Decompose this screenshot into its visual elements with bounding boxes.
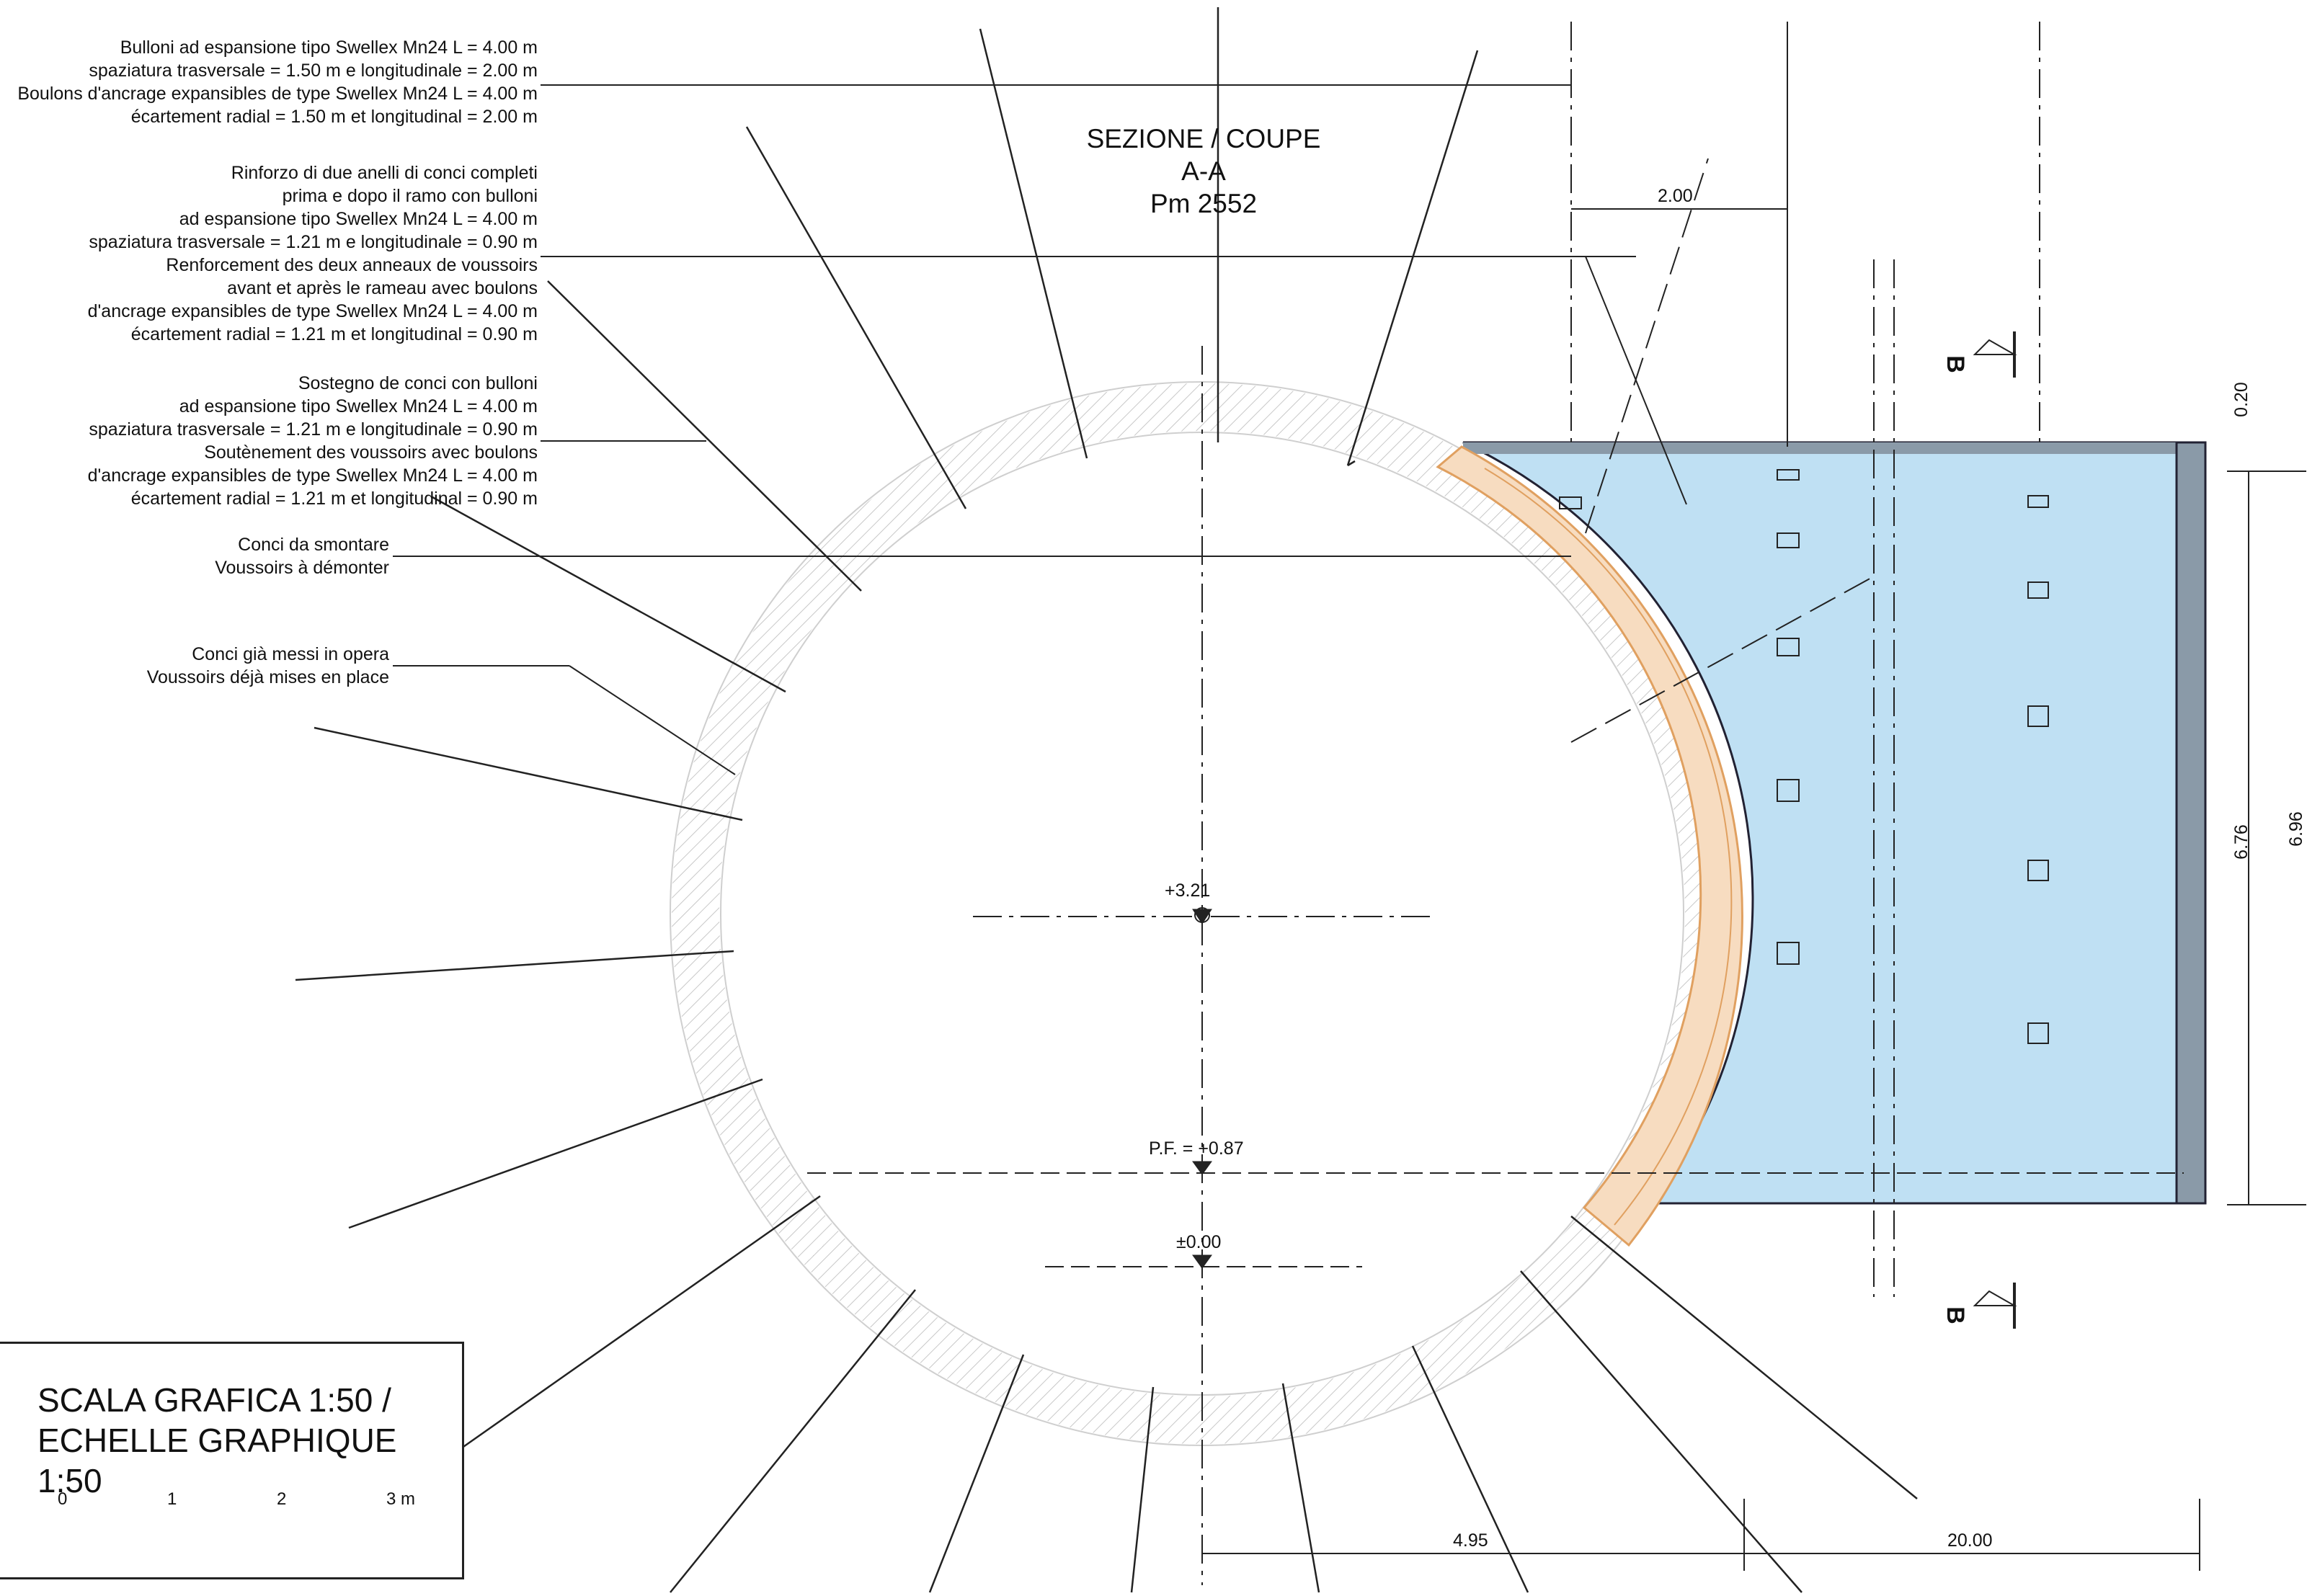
- note-line: Conci da smontare: [238, 535, 389, 555]
- dim-length: 20.00: [1947, 1530, 1993, 1551]
- section-marker-bottom: B: [1941, 1306, 1969, 1324]
- note-line: Voussoirs déjà mises en place: [146, 667, 389, 687]
- section-marker-lines: [1973, 331, 2017, 1329]
- note-line: spaziatura trasversale = 1.50 m e longit…: [89, 61, 538, 81]
- note-line: ad espansione tipo Swellex Mn24 L = 4.00…: [179, 396, 538, 416]
- title-line-1: SEZIONE / COUPE: [1086, 124, 1321, 153]
- note-dismantle: Conci da smontare Voussoirs à démonter: [0, 533, 389, 579]
- dimension-lines: [1202, 22, 2306, 1571]
- note-line: d'ancrage expansibles de type Swellex Mn…: [87, 465, 538, 486]
- scale-tick-0: 0: [58, 1489, 68, 1509]
- platform-level-label: P.F. = +0.87: [1149, 1138, 1244, 1159]
- note-line: écartement radial = 1.50 m et longitudin…: [130, 107, 538, 127]
- dismantle-voussoirs: [1436, 445, 1743, 1247]
- centre-lines: [807, 22, 2184, 1585]
- dim-radius-offset: 4.95: [1453, 1530, 1488, 1551]
- note-line: ad espansione tipo Swellex Mn24 L = 4.00…: [179, 209, 538, 229]
- scale-title-line-1: SCALA GRAFICA 1:50 /: [37, 1381, 391, 1419]
- title-line-3: Pm 2552: [1150, 189, 1258, 218]
- note-line: Renforcement des deux anneaux de voussoi…: [166, 255, 538, 275]
- note-line: Rinforzo di due anelli di conci completi: [231, 163, 538, 183]
- note-line: prima e dopo il ramo con bulloni: [282, 186, 538, 206]
- note-line: spaziatura trasversale = 1.21 m e longit…: [89, 419, 538, 440]
- scale-tick-3: 3 m: [386, 1489, 416, 1509]
- note-support: Sostegno de conci con bulloni ad espansi…: [0, 372, 538, 510]
- dim-top-spacing: 2.00: [1658, 186, 1693, 206]
- note-line: Boulons d'ancrage expansibles de type Sw…: [17, 84, 538, 104]
- title-line-2: A-A: [1181, 156, 1226, 186]
- level-markers: [1192, 907, 1212, 1269]
- note-line: spaziatura trasversale = 1.21 m e longit…: [89, 232, 538, 252]
- scale-tick-2: 2: [277, 1489, 287, 1509]
- dim-top-thickness: 0.20: [2231, 382, 2252, 417]
- section-marker-top: B: [1941, 355, 1969, 373]
- gallery-bolts: [1559, 469, 2049, 1044]
- section-title: SEZIONE / COUPE A-A Pm 2552: [1045, 122, 1362, 220]
- dim-outer-height: 6.96: [2285, 811, 2306, 847]
- zero-level-label: ±0.00: [1176, 1232, 1222, 1252]
- note-line: Voussoirs à démonter: [215, 558, 389, 578]
- note-line: Sostegno de conci con bulloni: [298, 373, 538, 393]
- scale-title: SCALA GRAFICA 1:50 / ECHELLE GRAPHIQUE 1…: [37, 1380, 462, 1501]
- note-line: écartement radial = 1.21 m et longitudin…: [130, 489, 538, 509]
- note-line: d'ancrage expansibles de type Swellex Mn…: [87, 301, 538, 321]
- note-bolts: Bulloni ad espansione tipo Swellex Mn24 …: [0, 36, 538, 128]
- scale-tick-1: 1: [167, 1489, 177, 1509]
- note-line: Bulloni ad espansione tipo Swellex Mn24 …: [120, 37, 538, 58]
- crown-level-label: +3.21: [1165, 881, 1211, 901]
- note-installed: Conci già messi in opera Voussoirs déjà …: [0, 643, 389, 689]
- note-line: écartement radial = 1.21 m et longitudin…: [130, 324, 538, 344]
- dim-inner-height: 6.76: [2231, 824, 2252, 860]
- scale-box: SCALA GRAFICA 1:50 / ECHELLE GRAPHIQUE 1…: [0, 1342, 464, 1579]
- note-line: avant et après le rameau avec boulons: [227, 278, 538, 298]
- note-line: Conci già messi in opera: [192, 644, 389, 664]
- radial-bolts: [295, 7, 1918, 1593]
- leader-lines: [393, 84, 1687, 775]
- scale-title-line-2: ECHELLE GRAPHIQUE 1:50: [37, 1422, 397, 1499]
- note-reinforcement: Rinforzo di due anelli di conci completi…: [0, 161, 538, 346]
- note-line: Soutènement des voussoirs avec boulons: [204, 442, 538, 463]
